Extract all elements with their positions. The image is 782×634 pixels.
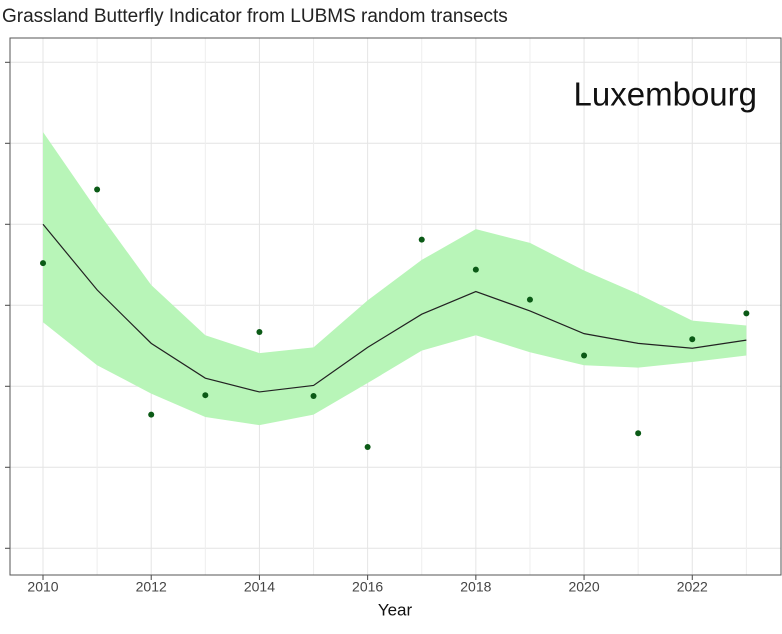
data-point: [310, 393, 317, 399]
x-tick-label: 2020: [568, 579, 599, 595]
trend-line: [42, 223, 747, 393]
x-tick-label: 2014: [244, 579, 275, 595]
chart-title: Grassland Butterfly Indicator from LUBMS…: [2, 6, 508, 27]
annotation: Luxembourg: [574, 76, 757, 113]
data-point: [364, 444, 371, 451]
x-axis-label: Year: [378, 600, 413, 619]
data-point: [581, 352, 588, 359]
x-tick-label: 2012: [136, 579, 167, 595]
x-tick-label: 2022: [677, 579, 708, 595]
x-tick-label: 2016: [352, 579, 383, 595]
x-tick-label: 2010: [27, 579, 58, 595]
x-tick-label: 2018: [460, 579, 491, 595]
data-point: [418, 236, 425, 243]
data-point: [472, 266, 479, 273]
data-point: [689, 336, 696, 343]
data-point: [148, 411, 155, 418]
plot-border: [9, 37, 782, 576]
confidence-band: [43, 131, 747, 426]
data-point: [743, 310, 750, 317]
data-point: [202, 392, 209, 399]
data-point: [94, 186, 101, 193]
data-point: [40, 260, 47, 267]
data-point: [526, 296, 533, 303]
data-point: [256, 329, 263, 336]
data-point: [635, 430, 642, 437]
